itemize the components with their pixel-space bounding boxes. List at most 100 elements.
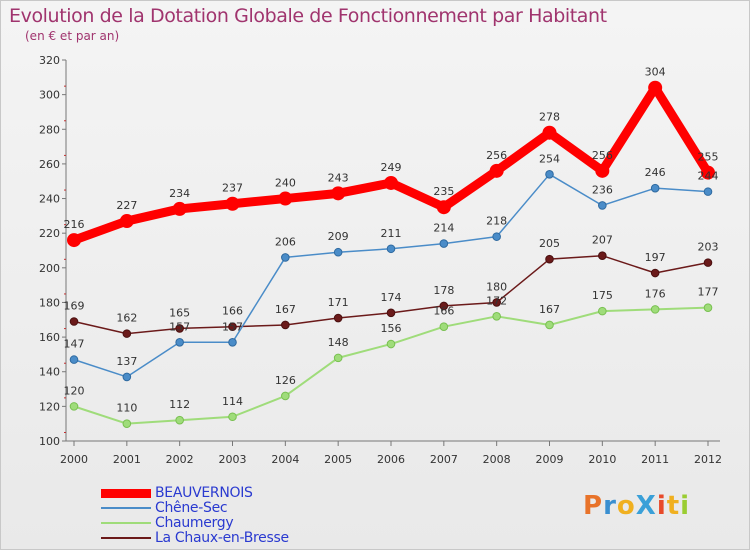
data-label: 203 (698, 241, 719, 254)
x-tick-label: 2005 (324, 453, 352, 466)
legend-label: La Chaux-en-Bresse (155, 530, 289, 546)
data-label: 126 (275, 374, 296, 387)
data-label: 114 (222, 395, 243, 408)
data-label: 254 (539, 152, 560, 165)
data-point (225, 196, 240, 211)
data-point (175, 415, 184, 425)
data-label: 249 (381, 161, 402, 174)
data-label: 304 (645, 66, 666, 79)
data-point (172, 201, 187, 216)
data-point (278, 191, 293, 206)
data-label: 206 (275, 235, 296, 248)
data-point (386, 244, 396, 254)
data-point (492, 298, 501, 307)
data-label: 169 (64, 300, 85, 313)
logo-letter: i (680, 491, 691, 521)
data-label: 205 (539, 237, 560, 250)
data-label: 214 (433, 222, 454, 235)
data-point (175, 337, 184, 347)
data-label: 175 (592, 289, 613, 302)
data-point (595, 163, 610, 178)
data-label: 256 (592, 149, 613, 162)
y-tick-label: 120 (39, 400, 60, 413)
data-point (598, 306, 607, 316)
data-label: 176 (645, 287, 666, 300)
data-label: 174 (381, 291, 402, 304)
data-point (69, 317, 79, 326)
logo-letter: P (583, 491, 604, 521)
logo-letter: X (635, 491, 657, 521)
data-label: 218 (486, 215, 507, 228)
data-label: 256 (486, 149, 507, 162)
data-point (598, 201, 607, 210)
data-label: 207 (592, 234, 613, 247)
data-point (281, 320, 290, 330)
data-label: 167 (275, 303, 296, 316)
legend-swatch (101, 507, 151, 509)
x-tick-label: 2011 (641, 453, 669, 466)
data-point (703, 187, 713, 196)
data-point (228, 322, 237, 332)
data-label: 227 (116, 199, 137, 212)
data-label: 246 (645, 166, 666, 179)
logo-letter: i (656, 491, 667, 521)
data-label: 197 (645, 251, 666, 264)
data-label: 237 (222, 182, 243, 195)
data-point (701, 165, 715, 180)
data-point (650, 183, 660, 193)
data-label: 137 (116, 355, 137, 368)
data-point (489, 163, 504, 178)
data-label: 147 (64, 338, 85, 351)
data-point (703, 258, 713, 267)
y-tick-label: 220 (39, 227, 60, 240)
data-label: 209 (328, 230, 349, 243)
y-tick-label: 100 (39, 435, 60, 448)
y-tick-label: 320 (39, 54, 60, 67)
data-point (69, 355, 79, 364)
data-point (703, 303, 713, 312)
data-label: 172 (486, 294, 507, 307)
data-point (648, 80, 663, 95)
data-point (331, 186, 346, 201)
data-label: 166 (222, 305, 243, 318)
data-label: 178 (433, 284, 454, 297)
logo-letter: r (603, 491, 617, 521)
data-label: 236 (592, 183, 613, 196)
data-point (384, 175, 398, 190)
data-label: 255 (698, 151, 719, 164)
data-label: 120 (64, 384, 85, 397)
legend-label: BEAUVERNOIS (155, 485, 253, 501)
data-label: 165 (169, 306, 190, 319)
data-label: 148 (328, 336, 349, 349)
data-point (67, 233, 81, 248)
data-label: 167 (539, 303, 560, 316)
data-point (122, 329, 132, 338)
data-label: 156 (381, 322, 402, 335)
data-point (439, 239, 449, 248)
data-point (69, 402, 79, 411)
data-point (122, 372, 132, 382)
data-point (492, 232, 501, 241)
y-tick-label: 300 (39, 89, 60, 102)
y-tick-label: 280 (39, 123, 60, 136)
data-point (545, 170, 554, 179)
y-tick-label: 200 (39, 262, 60, 275)
data-point (545, 320, 554, 330)
data-point (281, 391, 290, 401)
x-tick-label: 2001 (113, 453, 141, 466)
data-point (492, 312, 501, 321)
data-label: 162 (116, 312, 137, 325)
data-label: 110 (116, 402, 137, 415)
data-label: 278 (539, 111, 560, 124)
x-tick-label: 2008 (483, 453, 511, 466)
data-label: 211 (381, 227, 402, 240)
data-point (333, 353, 343, 363)
x-tick-label: 2003 (219, 453, 247, 466)
data-point (650, 268, 660, 278)
data-point (228, 337, 237, 347)
proxiti-logo: ProXiti (583, 491, 690, 521)
data-label: 240 (275, 177, 296, 190)
data-point (545, 254, 554, 264)
